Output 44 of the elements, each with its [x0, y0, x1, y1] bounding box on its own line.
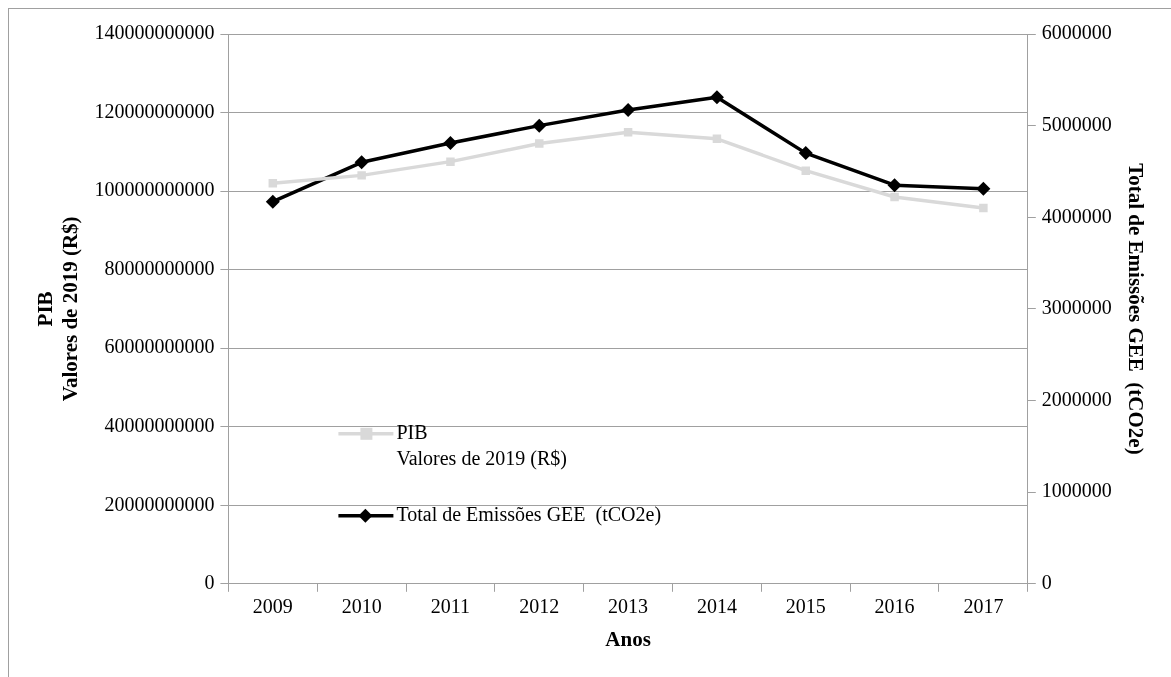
y-tick-label: 140000000000 [94, 21, 215, 44]
y-tick-label: 40000000000 [104, 413, 215, 436]
y2-tick-label: 4000000 [1041, 204, 1112, 227]
y-tick-label: 100000000000 [94, 178, 215, 201]
y-tick-label: 120000000000 [94, 99, 215, 122]
point [890, 192, 899, 202]
y-axis-title: PIB Valores de 2019 (R$) [33, 216, 83, 402]
y-tick-label: 60000000000 [104, 335, 215, 358]
point [887, 178, 902, 193]
point [709, 90, 724, 105]
point [446, 157, 455, 166]
legend-label: PIB Valores de 2019 (R$) [396, 421, 567, 471]
point [976, 181, 991, 196]
point [265, 194, 280, 209]
y-tick-label: 0 [204, 571, 215, 594]
x-tick-label: 2011 [430, 595, 471, 618]
point [801, 166, 810, 175]
y2-tick-label: 0 [1041, 571, 1052, 594]
x-tick-label: 2017 [963, 595, 1004, 618]
point [798, 146, 813, 161]
y2-tick-label: 5000000 [1041, 112, 1112, 135]
point [354, 155, 369, 170]
y2-tick-label: 3000000 [1041, 296, 1112, 319]
x-tick-label: 2013 [608, 595, 649, 618]
y2-tick-label: 6000000 [1041, 21, 1112, 44]
x-tick-label: 2009 [252, 595, 293, 618]
x-tick-label: 2012 [519, 595, 560, 618]
legend-label: Total de Emissões GEE (tCO2e) [396, 503, 662, 527]
point [979, 203, 988, 213]
x-axis-title: Anos [605, 626, 651, 651]
x-tick-label: 2015 [785, 595, 826, 618]
point [621, 103, 636, 118]
point [357, 171, 366, 180]
y-tick-label: 20000000000 [104, 492, 215, 515]
y-tick-label: 80000000000 [104, 256, 215, 279]
y2-tick-label: 2000000 [1041, 387, 1112, 410]
point [443, 136, 458, 151]
y2-tick-label: 1000000 [1041, 479, 1112, 502]
point [532, 118, 547, 133]
x-tick-label: 2016 [874, 595, 915, 618]
x-tick-label: 2010 [341, 595, 382, 618]
point [535, 139, 544, 148]
y2-axis-title: Total de Emissões GEE (tCO2e) [1123, 163, 1148, 455]
x-tick-label: 2014 [696, 595, 737, 618]
